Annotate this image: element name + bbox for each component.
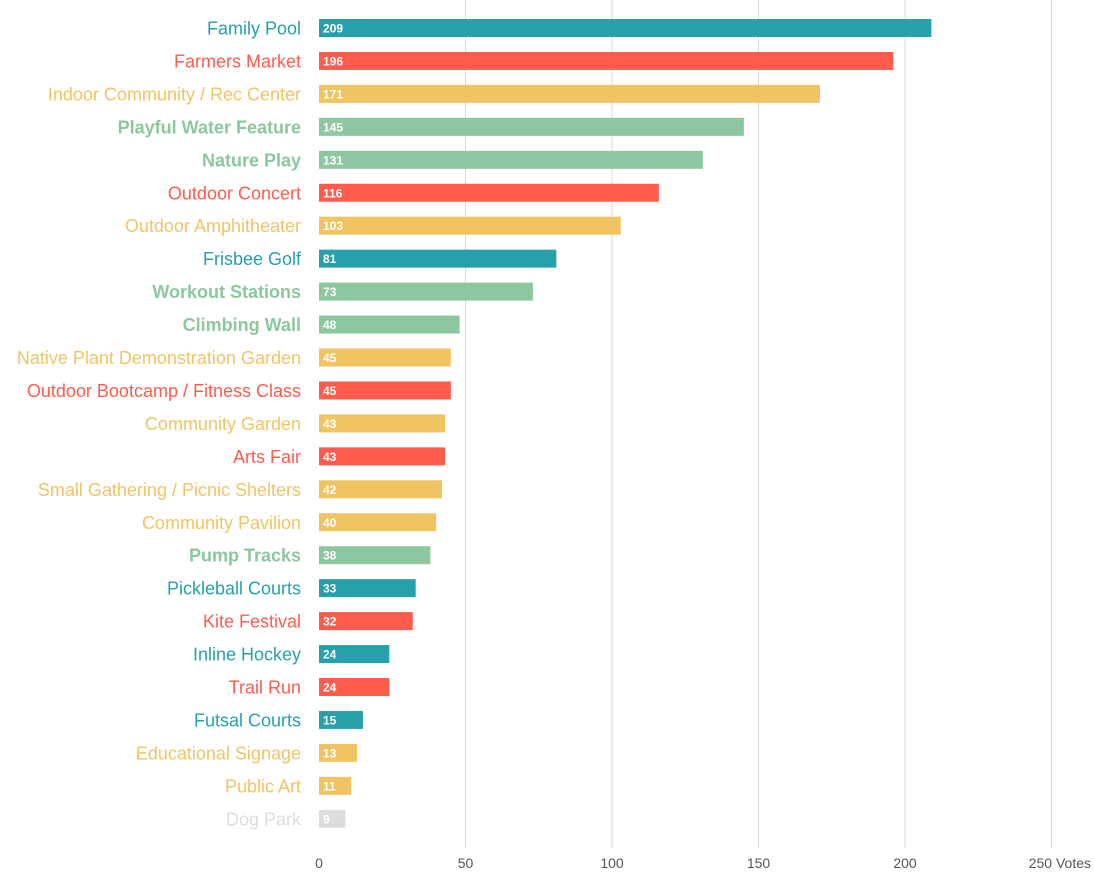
- bar: [319, 513, 437, 532]
- bar: [319, 51, 894, 70]
- category-label: Outdoor Bootcamp / Fitness Class: [27, 381, 301, 401]
- category-label: Inline Hockey: [193, 645, 301, 665]
- bar: [319, 282, 533, 301]
- category-label: Dog Park: [226, 809, 302, 829]
- value-label: 24: [323, 648, 337, 662]
- bar: [319, 150, 703, 169]
- value-label: 116: [323, 186, 343, 200]
- category-label: Futsal Courts: [194, 710, 301, 730]
- category-labels: Family Pool Farmers Market Indoor Communit…: [17, 19, 302, 830]
- bar: [319, 809, 346, 828]
- value-label: 42: [323, 483, 337, 497]
- value-label: 43: [323, 417, 337, 431]
- bar: [319, 381, 451, 400]
- bar: [319, 612, 413, 631]
- category-label: Farmers Market: [174, 51, 301, 71]
- bar: [319, 743, 358, 762]
- value-label: 131: [323, 153, 343, 167]
- bar: [319, 447, 445, 466]
- category-label: Pickleball Courts: [167, 579, 301, 599]
- bar: [319, 216, 621, 235]
- bar: [319, 480, 443, 499]
- bar: [319, 645, 390, 664]
- bar: [319, 579, 416, 598]
- category-label: Frisbee Golf: [203, 249, 302, 269]
- value-label: 81: [323, 252, 337, 266]
- category-label: Pump Tracks: [189, 546, 301, 566]
- x-tick-label: 150: [747, 855, 771, 870]
- value-label: 11: [323, 779, 336, 793]
- category-label: Playful Water Feature: [118, 117, 301, 137]
- value-label: 45: [323, 384, 337, 398]
- bar: [319, 19, 932, 37]
- value-label: 15: [323, 713, 337, 727]
- bar: [319, 117, 744, 136]
- category-label: Community Garden: [145, 414, 301, 434]
- value-label: 196: [323, 54, 343, 68]
- x-tick-label: 100: [600, 855, 624, 870]
- bar: [319, 414, 445, 433]
- category-label: Workout Stations: [152, 282, 301, 302]
- value-label: 9: [323, 812, 330, 826]
- x-tick-label: 200: [893, 855, 917, 870]
- category-label: Public Art: [225, 776, 301, 796]
- x-tick-label: 250 Votes: [1029, 855, 1091, 870]
- value-label: 48: [323, 318, 337, 332]
- category-label: Indoor Community / Rec Center: [48, 84, 301, 104]
- value-label: 209: [323, 22, 343, 36]
- category-label: Outdoor Amphitheater: [125, 216, 301, 236]
- bar: [319, 678, 390, 696]
- x-axis-ticks: 0 50 100 150 200 250 Votes: [315, 855, 1091, 871]
- category-label: Educational Signage: [136, 743, 301, 763]
- category-label: Climbing Wall: [183, 315, 301, 335]
- bar: [319, 249, 557, 268]
- gridlines: [465, 0, 1052, 848]
- value-label: 73: [323, 285, 337, 299]
- category-label: Community Pavilion: [142, 513, 301, 533]
- category-label: Family Pool: [207, 19, 301, 39]
- value-label: 32: [323, 615, 337, 629]
- x-tick-label: 0: [315, 855, 323, 870]
- value-label: 13: [323, 746, 337, 760]
- value-label: 43: [323, 450, 337, 464]
- value-label: 103: [323, 219, 343, 233]
- category-label: Nature Play: [202, 150, 301, 170]
- bar: [319, 776, 352, 795]
- value-label: 38: [323, 549, 337, 563]
- category-label: Outdoor Concert: [168, 183, 301, 203]
- bar: [319, 710, 363, 729]
- category-label: Native Plant Demonstration Garden: [17, 348, 301, 368]
- bar: [319, 546, 431, 565]
- bar: [319, 315, 460, 334]
- category-label: Arts Fair: [233, 447, 301, 467]
- bar: [319, 84, 821, 103]
- value-label: 40: [323, 516, 337, 530]
- value-label: 171: [323, 87, 343, 101]
- category-label: Small Gathering / Picnic Shelters: [38, 480, 301, 500]
- bars: 209 196 171 145 131 116 103 81 73 48 45 45 43 43 42 40 3…: [319, 19, 932, 828]
- bar: [319, 348, 451, 367]
- category-label: Kite Festival: [203, 612, 301, 632]
- value-label: 24: [323, 681, 337, 695]
- x-tick-label: 50: [458, 855, 474, 870]
- value-label: 145: [323, 120, 343, 134]
- category-label: Trail Run: [229, 678, 301, 698]
- bar: [319, 183, 659, 202]
- value-label: 45: [323, 351, 337, 365]
- value-label: 33: [323, 582, 337, 596]
